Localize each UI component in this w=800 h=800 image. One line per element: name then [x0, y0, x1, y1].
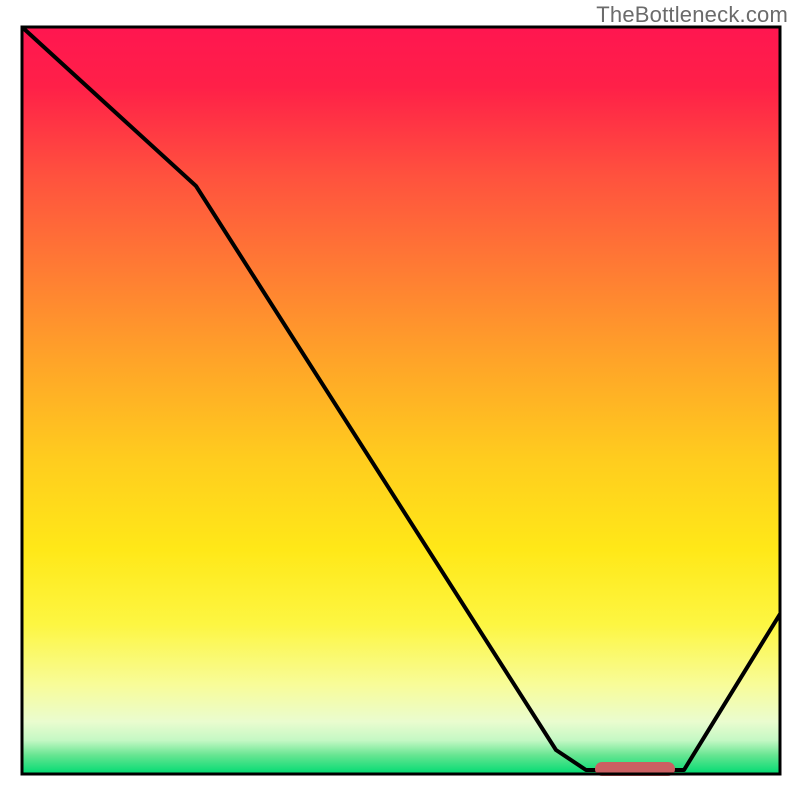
bottleneck-chart	[0, 0, 800, 800]
gradient-background	[22, 27, 780, 774]
attribution-label: TheBottleneck.com	[596, 2, 788, 28]
plot-area	[22, 27, 780, 776]
chart-container: TheBottleneck.com	[0, 0, 800, 800]
